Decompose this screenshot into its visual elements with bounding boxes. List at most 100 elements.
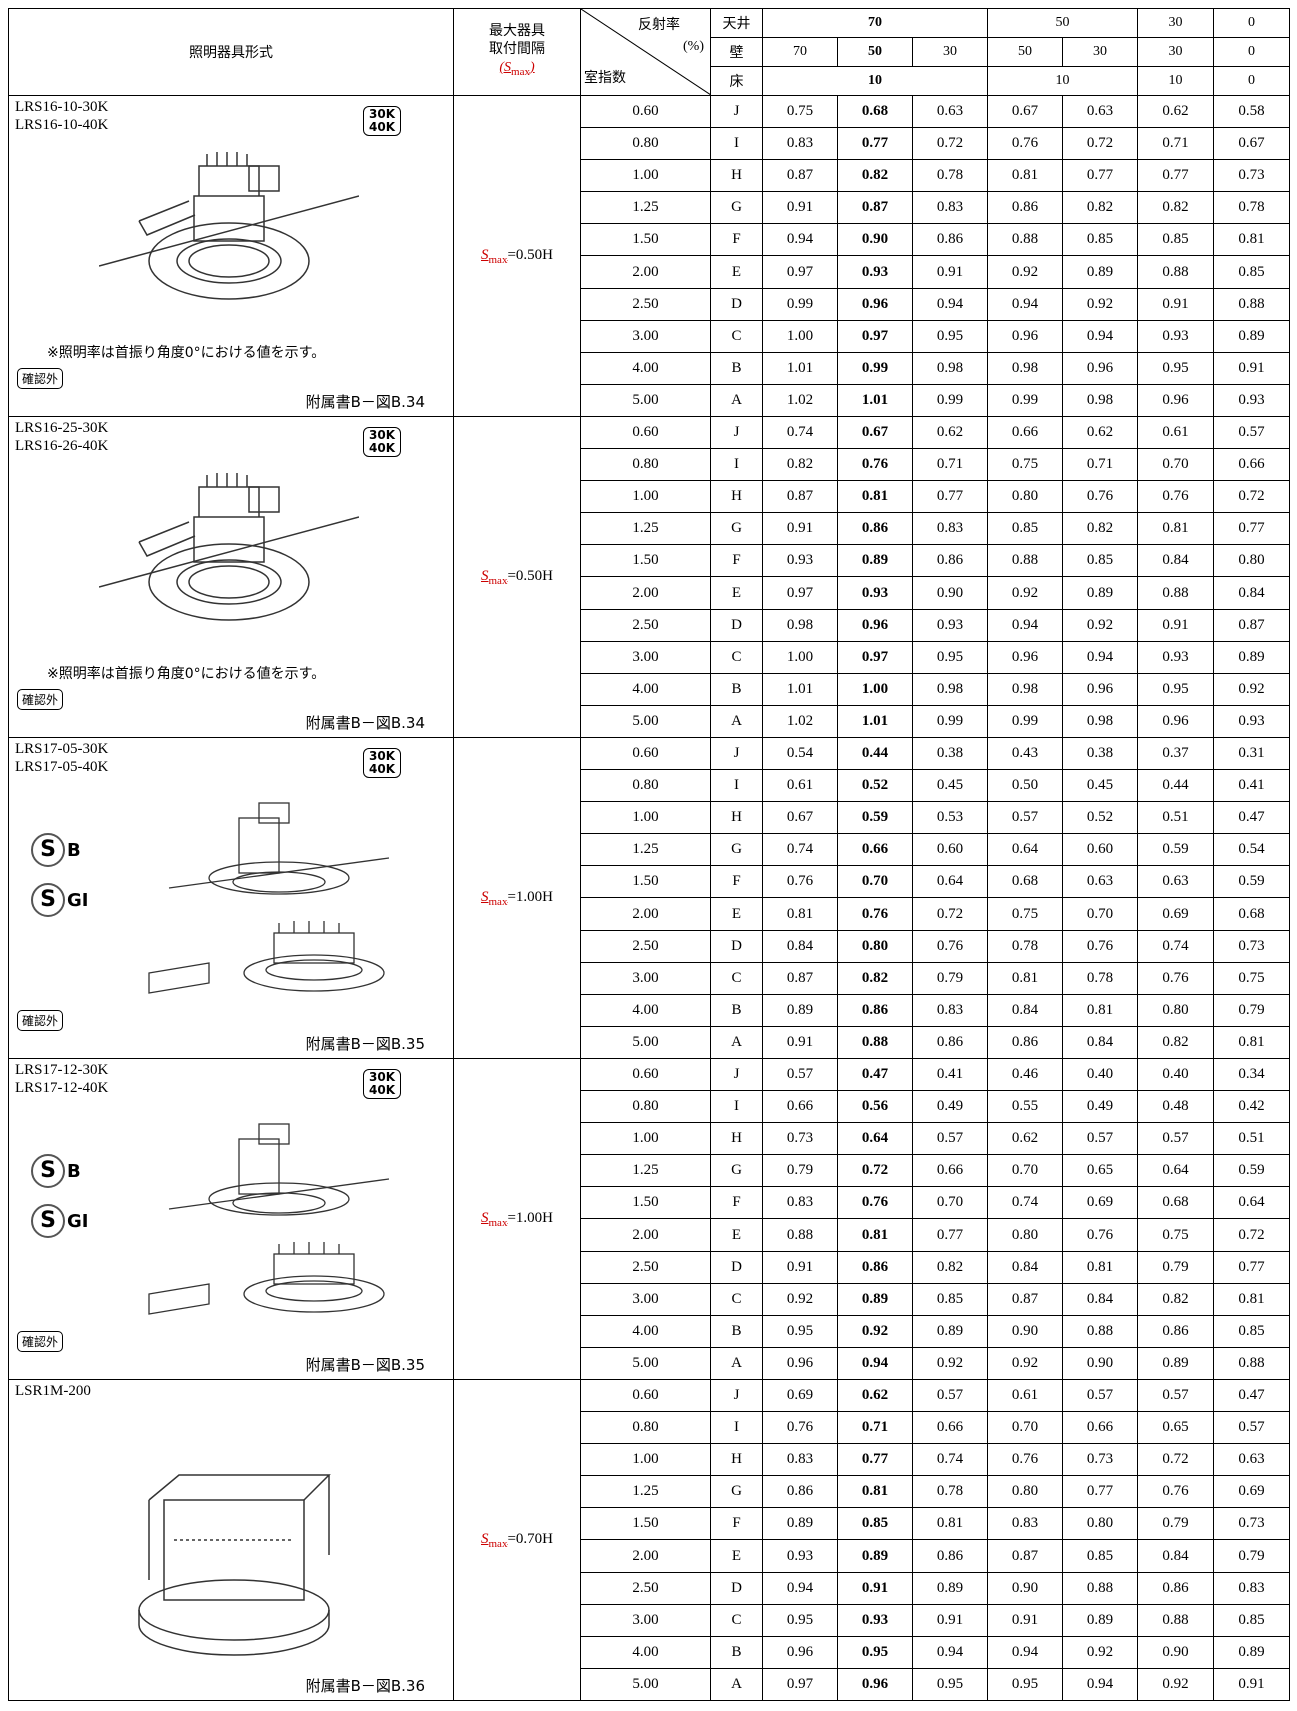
- value-cell: 0.85: [837, 1507, 913, 1541]
- badge: 30K 40K: [363, 748, 401, 778]
- value-cell: 0.72: [912, 897, 988, 931]
- value-cell: 0.71: [837, 1411, 913, 1445]
- index-cell: F: [710, 1507, 763, 1541]
- smax-value: =1.00H: [507, 1209, 553, 1226]
- value-cell: 0.56: [837, 1090, 913, 1124]
- illustration: [98, 457, 360, 651]
- value-cell: 0.95: [1137, 672, 1214, 706]
- badge-line: 40K: [369, 762, 395, 776]
- value-cell: 0.80: [1213, 544, 1290, 578]
- value-cell: 0.87: [762, 961, 838, 995]
- header-value: 10: [762, 66, 988, 96]
- label: 室指数: [584, 71, 626, 86]
- index-cell: 3.00: [580, 319, 711, 353]
- value-cell: 0.98: [912, 672, 988, 706]
- value-cell: 0.85: [1137, 223, 1214, 257]
- value-cell: 0.70: [987, 1411, 1063, 1445]
- spacing-cell: Smax=0.50H: [453, 95, 581, 417]
- value-cell: 0.59: [837, 801, 913, 835]
- index-cell: H: [710, 801, 763, 835]
- index-cell: E: [710, 576, 763, 610]
- value-cell: 0.48: [1137, 1090, 1214, 1124]
- value-cell: 0.78: [1062, 961, 1138, 995]
- data-row: 3.00 C 0.92 0.89 0.85 0.87 0.84 0.82 0.81: [9, 1282, 1290, 1316]
- data-row: 2.50 D 0.94 0.91 0.89 0.90 0.88 0.86 0.83: [9, 1571, 1290, 1605]
- value-cell: 0.77: [912, 480, 988, 514]
- index-cell: B: [710, 993, 763, 1027]
- value-cell: 0.89: [762, 993, 838, 1027]
- value-cell: 0.79: [1137, 1507, 1214, 1541]
- value-cell: 0.95: [1137, 351, 1214, 385]
- index-cell: A: [710, 1667, 763, 1702]
- badge-line: 40K: [369, 441, 395, 455]
- value-cell: 0.86: [837, 512, 913, 546]
- value-cell: 0.96: [987, 640, 1063, 674]
- index-cell: G: [710, 512, 763, 546]
- index-cell: A: [710, 704, 763, 739]
- index-cell: 5.00: [580, 1667, 711, 1702]
- value-cell: 0.76: [1062, 929, 1138, 963]
- header-value: 50: [987, 8, 1138, 38]
- data-row: 1.25 G 0.79 0.72 0.66 0.70 0.65 0.64 0.59: [9, 1154, 1290, 1188]
- value-cell: 0.41: [912, 1057, 988, 1092]
- mark-sub: B: [67, 840, 81, 861]
- value-cell: 0.81: [837, 1475, 913, 1509]
- value-cell: 0.68: [1213, 897, 1290, 931]
- illustration: [129, 798, 390, 1002]
- value-cell: 0.92: [837, 1314, 913, 1348]
- value-cell: 0.95: [837, 1635, 913, 1669]
- index-cell: B: [710, 351, 763, 385]
- value-cell: 0.93: [837, 255, 913, 289]
- value-cell: 0.57: [912, 1122, 988, 1156]
- value-cell: 0.93: [912, 608, 988, 642]
- fixture-cell: LSR1M-200 附属書B－図B.36: [8, 1379, 454, 1701]
- value-cell: 0.62: [1062, 415, 1138, 450]
- value-cell: 0.83: [912, 512, 988, 546]
- index-cell: 1.00: [580, 159, 711, 193]
- value-cell: 0.78: [912, 159, 988, 193]
- value-cell: 0.66: [762, 1090, 838, 1124]
- model-list: LRS17-12-30K LRS17-12-40K: [15, 1061, 108, 1097]
- value-cell: 0.47: [837, 1057, 913, 1092]
- value-cell: 0.91: [1137, 608, 1214, 642]
- smax-letter: S: [481, 1209, 489, 1226]
- value-cell: 0.97: [837, 319, 913, 353]
- data-row: LRS16-10-30K LRS16-10-40K 30K 40K ※照明率は首振り角度…: [8, 94, 1290, 417]
- value-cell: 0.75: [1137, 1218, 1214, 1252]
- value-cell: 0.81: [1062, 1250, 1138, 1284]
- value-cell: 0.91: [762, 1250, 838, 1284]
- fixture-panel: LRS16-10-30K LRS16-10-40K 30K 40K ※照明率は首振り角度…: [10, 97, 453, 416]
- data-row: 2.00 E 0.97 0.93 0.91 0.92 0.89 0.88 0.85: [9, 255, 1290, 289]
- value-cell: 0.49: [1062, 1090, 1138, 1124]
- diagonal-line: [581, 9, 710, 95]
- value-cell: 0.81: [987, 961, 1063, 995]
- data-row: 2.00 E 0.97 0.93 0.90 0.92 0.89 0.88 0.84: [9, 576, 1290, 610]
- illustration: [129, 1119, 390, 1323]
- value-cell: 0.95: [912, 319, 988, 353]
- header-smax: (Smax): [455, 59, 580, 81]
- value-cell: 0.92: [1062, 608, 1138, 642]
- value-cell: 0.83: [912, 191, 988, 225]
- value-cell: 0.59: [1213, 1154, 1290, 1188]
- value-cell: 0.54: [762, 736, 838, 771]
- smax-subscript: max: [511, 65, 530, 78]
- value-cell: 0.73: [762, 1122, 838, 1156]
- fixture-illustration: [148, 802, 390, 994]
- mark-sub: GI: [67, 890, 89, 911]
- data-row: 5.00 A 1.02 1.01 0.99 0.99 0.98 0.96 0.93: [9, 704, 1290, 739]
- value-cell: 0.62: [987, 1122, 1063, 1156]
- header-cell: 壁: [710, 37, 763, 67]
- index-cell: F: [710, 223, 763, 257]
- header-row: 床 10 10 10 0: [9, 66, 1290, 96]
- value-cell: 0.99: [987, 383, 1063, 418]
- value-cell: 0.96: [1062, 672, 1138, 706]
- header-value: 50: [837, 37, 913, 67]
- index-cell: 4.00: [580, 672, 711, 706]
- header-value: 70: [762, 8, 988, 38]
- value-cell: 0.46: [987, 1057, 1063, 1092]
- data-row: LRS17-12-30K LRS17-12-40K 30K 40K S B S GI 確認外 附属…: [8, 1057, 1290, 1380]
- index-cell: 1.50: [580, 1507, 711, 1541]
- index-cell: 2.50: [580, 1250, 711, 1284]
- value-cell: 0.94: [912, 1635, 988, 1669]
- value-cell: 0.96: [837, 1667, 913, 1702]
